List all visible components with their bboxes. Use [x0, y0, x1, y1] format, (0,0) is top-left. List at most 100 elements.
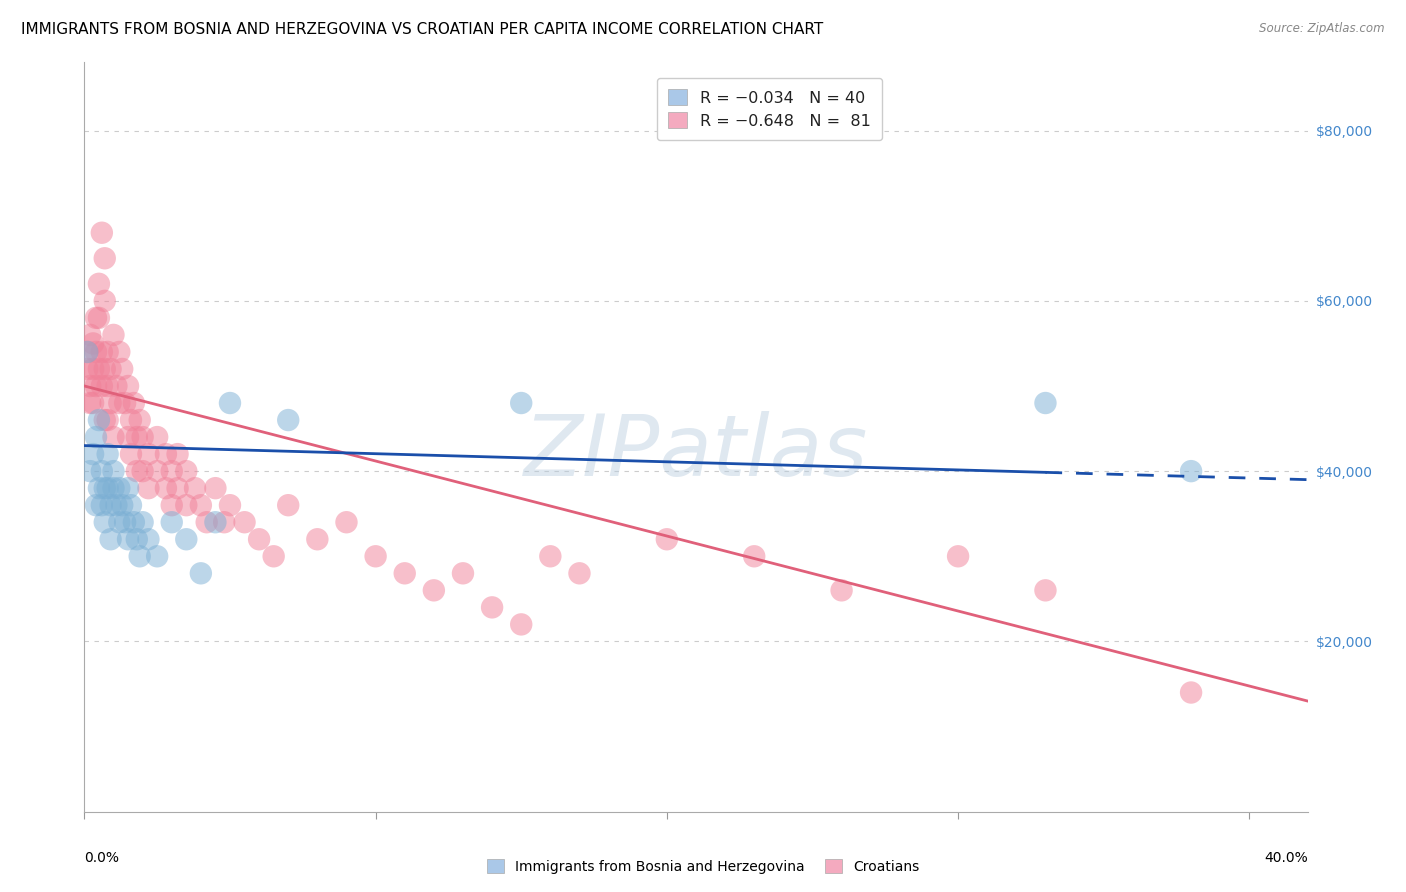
Point — [160, 515, 183, 529]
Point — [160, 498, 183, 512]
Point — [82, 362, 104, 376]
Point — [451, 566, 474, 581]
Point — [108, 515, 131, 529]
Point — [76, 345, 98, 359]
Point — [90, 379, 112, 393]
Point — [108, 396, 131, 410]
Point — [125, 533, 148, 547]
Point — [100, 362, 122, 376]
Point — [93, 481, 115, 495]
Point — [510, 617, 533, 632]
Point — [93, 413, 115, 427]
Legend: Immigrants from Bosnia and Herzegovina, Croatians: Immigrants from Bosnia and Herzegovina, … — [479, 852, 927, 880]
Point — [655, 533, 678, 547]
Point — [138, 533, 160, 547]
Point — [128, 413, 150, 427]
Point — [100, 533, 122, 547]
Point — [84, 379, 107, 393]
Point — [122, 396, 145, 410]
Point — [97, 413, 120, 427]
Point — [108, 481, 131, 495]
Point — [97, 481, 120, 495]
Point — [190, 498, 212, 512]
Point — [100, 396, 122, 410]
Point — [174, 533, 197, 547]
Point — [831, 583, 853, 598]
Point — [100, 498, 122, 512]
Point — [190, 566, 212, 581]
Point — [90, 226, 112, 240]
Legend: R = −0.034   N = 40, R = −0.648   N =  81: R = −0.034 N = 40, R = −0.648 N = 81 — [657, 78, 882, 140]
Point — [79, 396, 101, 410]
Point — [423, 583, 446, 598]
Point — [84, 430, 107, 444]
Point — [93, 515, 115, 529]
Text: IMMIGRANTS FROM BOSNIA AND HERZEGOVINA VS CROATIAN PER CAPITA INCOME CORRELATION: IMMIGRANTS FROM BOSNIA AND HERZEGOVINA V… — [21, 22, 824, 37]
Point — [195, 515, 218, 529]
Point — [97, 447, 120, 461]
Text: ZIPatlas: ZIPatlas — [524, 410, 868, 493]
Point — [84, 345, 107, 359]
Point — [90, 498, 112, 512]
Point — [1180, 464, 1202, 478]
Point — [219, 396, 242, 410]
Point — [204, 481, 226, 495]
Point — [394, 566, 416, 581]
Point — [1035, 396, 1057, 410]
Point — [277, 498, 299, 512]
Point — [138, 481, 160, 495]
Point — [568, 566, 591, 581]
Point — [212, 515, 235, 529]
Point — [335, 515, 357, 529]
Point — [233, 515, 256, 529]
Point — [131, 430, 153, 444]
Point — [90, 464, 112, 478]
Point — [307, 533, 329, 547]
Point — [247, 533, 270, 547]
Point — [87, 310, 110, 325]
Point — [93, 252, 115, 266]
Point — [1180, 685, 1202, 699]
Point — [219, 498, 242, 512]
Point — [97, 379, 120, 393]
Point — [82, 336, 104, 351]
Point — [97, 345, 120, 359]
Point — [946, 549, 969, 564]
Point — [87, 277, 110, 291]
Point — [538, 549, 561, 564]
Point — [103, 430, 125, 444]
Point — [128, 549, 150, 564]
Point — [174, 464, 197, 478]
Text: 40.0%: 40.0% — [1264, 851, 1308, 864]
Point — [174, 498, 197, 512]
Point — [481, 600, 503, 615]
Point — [117, 379, 139, 393]
Point — [108, 345, 131, 359]
Point — [155, 481, 177, 495]
Point — [79, 327, 101, 342]
Point — [742, 549, 765, 564]
Point — [146, 549, 169, 564]
Point — [125, 430, 148, 444]
Point — [122, 515, 145, 529]
Point — [146, 464, 169, 478]
Point — [263, 549, 285, 564]
Point — [87, 413, 110, 427]
Point — [155, 447, 177, 461]
Point — [120, 413, 142, 427]
Point — [125, 464, 148, 478]
Point — [114, 396, 136, 410]
Point — [82, 447, 104, 461]
Point — [364, 549, 387, 564]
Point — [84, 498, 107, 512]
Point — [166, 447, 188, 461]
Point — [90, 345, 112, 359]
Text: 0.0%: 0.0% — [84, 851, 120, 864]
Point — [117, 533, 139, 547]
Point — [277, 413, 299, 427]
Point — [117, 430, 139, 444]
Point — [111, 498, 134, 512]
Point — [204, 515, 226, 529]
Point — [87, 362, 110, 376]
Point — [111, 362, 134, 376]
